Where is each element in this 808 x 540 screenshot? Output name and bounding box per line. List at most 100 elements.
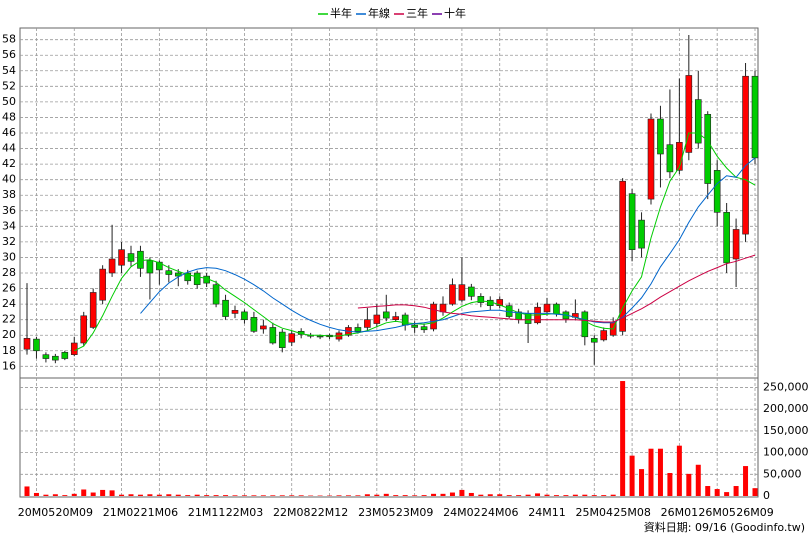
volume-bar	[374, 494, 380, 496]
volume-bar	[563, 495, 569, 496]
y-tick-label: 32	[2, 235, 16, 248]
candle-body	[449, 284, 456, 305]
candle-body	[543, 303, 551, 313]
volume-bar	[676, 445, 682, 496]
volume-bar	[487, 494, 493, 496]
candle-body	[647, 118, 655, 200]
volume-bar	[128, 494, 134, 496]
candle-body	[42, 354, 50, 359]
volume-bar	[166, 494, 172, 496]
volume-bar	[431, 493, 437, 496]
candle-body	[127, 253, 135, 262]
x-tick-label: 25M04	[576, 506, 614, 519]
volume-bar	[109, 490, 115, 496]
candle-body	[146, 260, 154, 274]
x-tick-label: 24M11	[528, 506, 566, 519]
volume-bar	[620, 381, 626, 496]
volume-bar	[449, 492, 455, 496]
y-tick-label: 38	[2, 188, 16, 201]
candle-body	[694, 99, 702, 144]
volume-bar	[52, 494, 58, 496]
volume-bar	[639, 469, 645, 496]
volume-bar	[270, 495, 276, 496]
volume-bar	[260, 495, 266, 496]
volume-bar	[194, 494, 200, 496]
candle-body	[590, 338, 598, 343]
x-tick-label: 20M05	[18, 506, 56, 519]
candle-body	[241, 311, 248, 320]
volume-bar	[241, 495, 247, 496]
candle-body	[212, 284, 220, 305]
volume-bar	[572, 494, 578, 496]
x-tick-label: 26M05	[698, 506, 736, 519]
candle-body	[316, 335, 324, 338]
volume-bar	[24, 486, 30, 496]
volume-bar	[43, 494, 49, 496]
volume-bar	[81, 489, 87, 496]
x-tick-label: 24M06	[481, 506, 519, 519]
candle-body	[118, 249, 125, 266]
candle-body	[732, 229, 740, 260]
volume-bar	[147, 494, 153, 496]
legend-label: 三年	[406, 6, 428, 20]
x-tick-label: 22M12	[311, 506, 349, 519]
x-tick-label: 21M02	[103, 506, 141, 519]
volume-bar	[33, 492, 39, 496]
candle-body	[222, 299, 229, 317]
candle-body	[458, 284, 466, 301]
candle-body	[61, 352, 69, 359]
candle-body	[742, 75, 749, 235]
candle-body	[99, 268, 106, 301]
legend-label: 十年	[444, 6, 466, 20]
volume-bar	[383, 493, 389, 496]
volume-bar	[402, 495, 408, 496]
legend-label: 年線	[368, 6, 390, 20]
y-tick-label: 20	[2, 328, 16, 341]
candle-body	[401, 314, 409, 326]
candle-body	[250, 317, 258, 332]
volume-bar	[705, 486, 711, 496]
x-tick-label: 23M05	[358, 506, 396, 519]
candle-body	[108, 258, 116, 274]
candle-body	[468, 286, 475, 297]
volume-bar	[553, 495, 559, 496]
volume-bar	[232, 495, 238, 496]
candle-body	[382, 311, 390, 319]
volume-bar	[289, 495, 295, 496]
volume-bar	[610, 494, 616, 496]
volume-bar	[223, 495, 229, 496]
x-tick-label: 21M11	[188, 506, 226, 519]
y-tick-label: 36	[2, 204, 16, 217]
candle-body	[581, 311, 589, 338]
candle-body	[439, 303, 447, 313]
candle-body	[657, 118, 664, 155]
candle-body	[496, 299, 504, 306]
volume-bar	[686, 473, 692, 496]
volume-bar	[251, 495, 257, 496]
y-tick-label: 52	[2, 79, 16, 92]
y-tick-label: 44	[2, 142, 16, 155]
volume-bar	[421, 495, 427, 496]
volume-bar	[336, 495, 342, 496]
candle-body	[392, 316, 400, 320]
candle-body	[666, 144, 674, 173]
volume-bar	[506, 495, 512, 496]
candle-body	[193, 272, 201, 285]
y-tick-label: 24	[2, 297, 16, 310]
x-tick-label: 22M03	[226, 506, 264, 519]
volume-bar	[71, 493, 77, 496]
volume-bar	[156, 494, 162, 496]
candle-body	[420, 326, 428, 331]
candle-body	[156, 261, 163, 271]
candle-body	[685, 75, 693, 153]
y-tick-label: 50	[2, 95, 16, 108]
candle-body	[70, 342, 78, 355]
volume-bar	[601, 495, 607, 496]
x-tick-label: 26M09	[736, 506, 774, 519]
x-tick-label: 21M06	[141, 506, 179, 519]
x-tick-label: 22M08	[273, 506, 311, 519]
x-tick-label: 24M02	[443, 506, 481, 519]
volume-bar	[440, 493, 446, 496]
volume-tick-label: 0	[763, 489, 770, 502]
